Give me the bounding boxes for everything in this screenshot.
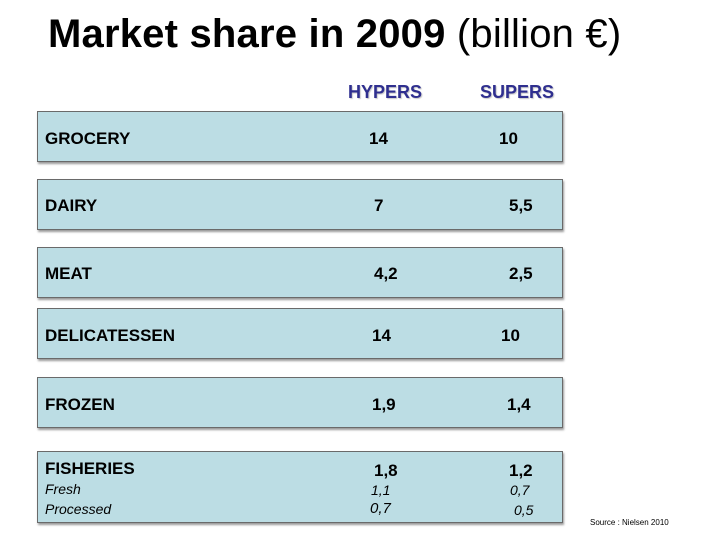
source-note: Source : Nielsen 2010 (590, 518, 669, 527)
fresh-hypers-value: 1,1 (371, 482, 391, 498)
row-label: DELICATESSEN (45, 326, 176, 345)
table-row-fisheries: FISHERIES 1,8 1,2 Fresh 1,1 0,7 Processe… (37, 451, 563, 523)
hypers-value: 7 (374, 196, 384, 215)
row-label: GROCERY (45, 129, 131, 148)
hypers-value: 1,8 (374, 461, 398, 480)
title-unit: (billion €) (456, 12, 622, 56)
processed-hypers-value: 0,7 (370, 500, 391, 517)
supers-value: 2,5 (509, 264, 533, 283)
row-label: DAIRY (45, 196, 98, 215)
hypers-value: 4,2 (374, 264, 398, 283)
column-header-supers: SUPERS (480, 82, 555, 102)
fresh-supers-value: 0,7 (510, 482, 530, 498)
table-row-meat: MEAT 4,2 2,5 (37, 247, 563, 298)
title-main: Market share in 2009 (48, 12, 446, 56)
row-label: MEAT (45, 264, 92, 283)
table-row-grocery: GROCERY 14 10 (37, 111, 563, 162)
subrow-label-processed: Processed (45, 501, 112, 517)
hypers-value: 14 (369, 129, 388, 148)
supers-value: 1,4 (507, 395, 531, 414)
hypers-value: 1,9 (372, 395, 396, 414)
hypers-value: 14 (372, 326, 391, 345)
table-row-delicatessen: DELICATESSEN 14 10 (37, 308, 563, 359)
row-label: FISHERIES (45, 459, 135, 478)
table-row-dairy: DAIRY 7 5,5 (37, 179, 563, 230)
row-label: FROZEN (45, 395, 115, 414)
supers-value: 10 (501, 326, 520, 345)
subrow-label-fresh: Fresh (45, 481, 81, 497)
table-row-frozen: FROZEN 1,9 1,4 (37, 377, 563, 428)
supers-value: 10 (499, 129, 518, 148)
supers-value: 1,2 (509, 461, 533, 480)
page-title: Market share in 2009 (billion €) (48, 12, 621, 57)
supers-value: 5,5 (509, 196, 533, 215)
column-header-hypers: HYPERS (348, 82, 423, 102)
processed-supers-value: 0,5 (514, 502, 534, 518)
